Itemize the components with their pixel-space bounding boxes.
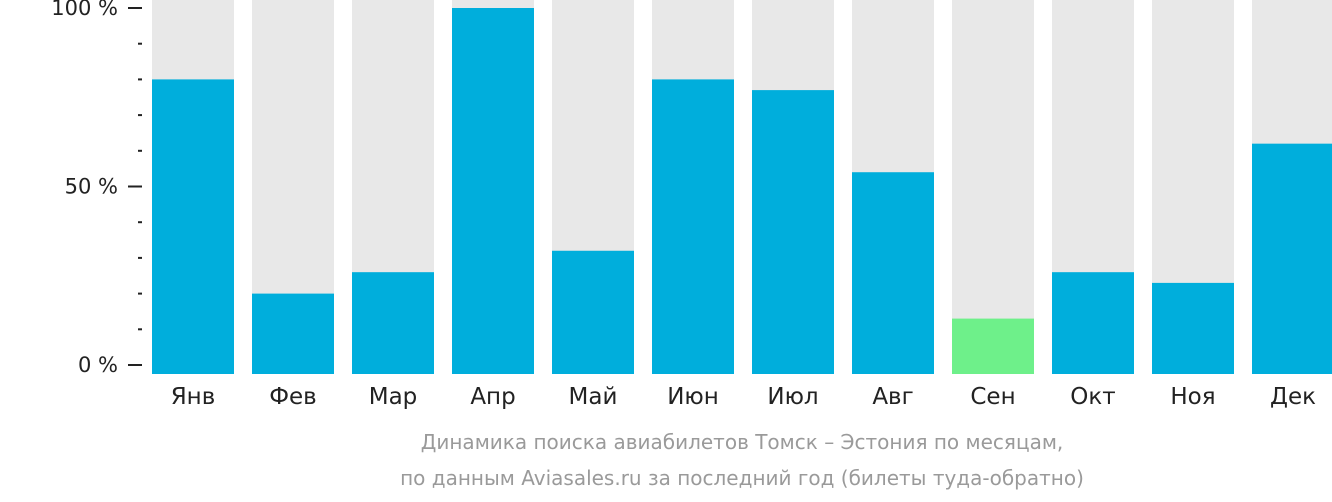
- x-axis-labels: Янв Фев Мар Апр Май Июн Июл Авг Сен Окт Ноя Дек: [171, 384, 1316, 410]
- x-tick-label: Май: [569, 384, 618, 410]
- bar-3: [452, 8, 534, 374]
- bar-9: [1052, 272, 1134, 374]
- bar-11: [1252, 143, 1332, 374]
- y-tick-label: 50 %: [65, 175, 118, 199]
- bar-1: [252, 293, 334, 374]
- bar-5: [652, 79, 734, 375]
- bar-6: [752, 90, 834, 375]
- chart-caption-line-1: Динамика поиска авиабилетов Томск – Эсто…: [420, 430, 1064, 454]
- x-tick-label: Янв: [171, 384, 216, 410]
- bar-2: [352, 272, 434, 374]
- bars: [152, 0, 1332, 375]
- bar-10: [1152, 282, 1234, 374]
- x-tick-label: Сен: [970, 384, 1015, 410]
- y-axis: 0 % 50 % 100 %: [51, 0, 142, 377]
- bar-track: [952, 0, 1034, 374]
- chart-caption-line-2: по данным Aviasales.ru за последний год …: [400, 466, 1084, 490]
- bar-8: [952, 318, 1034, 374]
- x-tick-label: Фев: [269, 384, 317, 410]
- y-tick-label: 0 %: [78, 353, 118, 377]
- bar-chart: 0 % 50 % 100 % Янв Фев Мар Апр Май Июн Июл Авг Сен…: [51, 0, 1332, 410]
- y-tick-label: 100 %: [51, 0, 118, 20]
- x-tick-label: Мар: [369, 384, 418, 410]
- x-tick-label: Июн: [667, 384, 719, 410]
- x-tick-label: Окт: [1070, 384, 1115, 410]
- x-tick-label: Июл: [767, 384, 818, 410]
- x-tick-label: Апр: [470, 384, 515, 410]
- bar-0: [152, 79, 234, 375]
- x-tick-label: Дек: [1270, 384, 1316, 410]
- bar-7: [852, 172, 934, 374]
- x-tick-label: Авг: [872, 384, 913, 410]
- x-tick-label: Ноя: [1170, 384, 1215, 410]
- bar-4: [552, 250, 634, 374]
